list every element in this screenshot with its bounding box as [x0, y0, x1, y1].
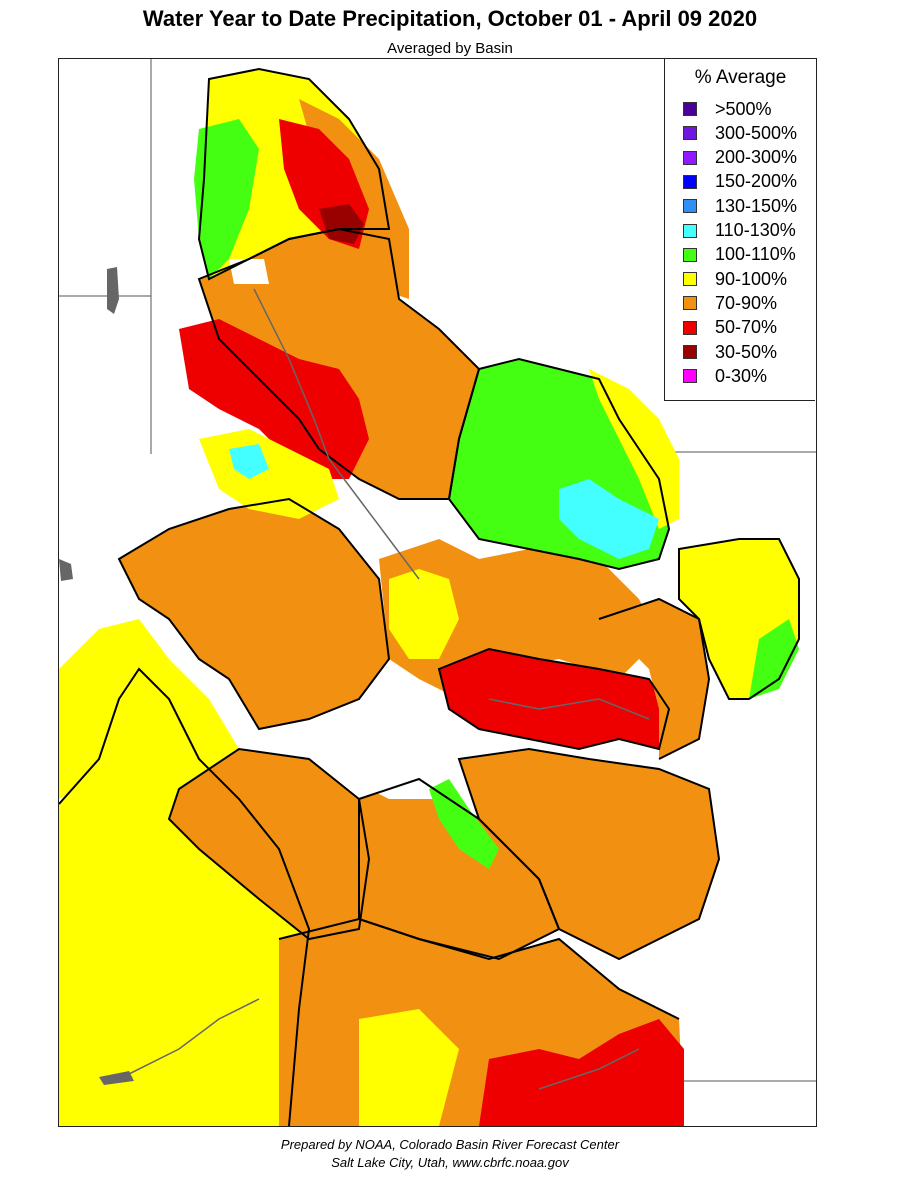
basin-region — [359, 779, 559, 959]
legend-swatch — [683, 150, 697, 165]
legend-item: 150-200% — [683, 171, 797, 193]
rivers — [118, 288, 650, 1090]
basin-region — [559, 479, 659, 559]
basin-region — [459, 749, 719, 959]
legend-swatch — [683, 174, 697, 189]
basin-map-svg — [59, 59, 816, 1126]
basin-region — [589, 369, 679, 529]
legend-item: 100-110% — [683, 244, 796, 266]
footer-credit: Prepared by NOAA, Colorado Basin River F… — [280, 1137, 620, 1152]
legend-item: 30-50% — [683, 341, 777, 363]
legend-swatch — [683, 126, 697, 141]
legend-label: 100-110% — [715, 244, 796, 265]
legend-title: % Average — [694, 67, 787, 88]
basin-region — [229, 444, 269, 479]
legend-label: 300-500% — [715, 122, 798, 143]
legend-item: 130-150% — [683, 195, 797, 217]
legend-item: 0-30% — [683, 365, 767, 387]
legend-label: 150-200% — [715, 171, 798, 192]
basin-region — [169, 749, 369, 939]
basin-region — [59, 669, 309, 1126]
legend-label: >500% — [715, 98, 772, 119]
legend-label: 50-70% — [715, 317, 778, 338]
legend-swatch — [683, 199, 697, 214]
legend-label: 0-30% — [715, 365, 768, 386]
basin-region — [479, 1019, 684, 1126]
reservoirs — [59, 267, 134, 1085]
legend-label: 30-50% — [715, 341, 778, 362]
footer-location: Salt Lake City, Utah, www.cbrfc.noaa.gov — [331, 1155, 569, 1170]
legend-swatch — [683, 272, 697, 287]
basin-region — [439, 649, 669, 749]
basin-region — [749, 619, 799, 699]
legend-item: 70-90% — [683, 292, 777, 314]
legend: % Average >500% 300-500% 200-300% 150-200% 1… — [664, 59, 815, 401]
legend-item: >500% — [683, 98, 772, 120]
basin-region — [429, 779, 499, 869]
basin-region — [359, 1009, 459, 1126]
legend-label: 200-300% — [715, 147, 798, 168]
basin-region — [319, 204, 364, 244]
legend-item: 200-300% — [683, 147, 797, 169]
basin-boundaries — [59, 67, 800, 1126]
basin-region — [119, 499, 389, 729]
basin-region — [229, 259, 269, 284]
legend-swatch — [683, 102, 697, 116]
legend-item: 300-500% — [683, 122, 797, 144]
basin-region — [599, 599, 709, 759]
map-subtitle: Averaged by Basin — [387, 40, 513, 57]
legend-swatch — [683, 296, 697, 311]
basin-region — [199, 229, 479, 499]
legend-item: 50-70% — [683, 317, 777, 339]
basin-region — [309, 679, 459, 799]
legend-label: 70-90% — [715, 292, 778, 313]
basin-region — [389, 569, 459, 659]
basin-region — [194, 119, 259, 279]
legend-label: 130-150% — [715, 195, 798, 216]
legend-swatch — [683, 320, 697, 335]
legend-label: 110-130% — [715, 220, 796, 240]
legend-swatch — [683, 247, 697, 262]
legend-item: 110-130% — [683, 220, 796, 242]
basin-region — [59, 619, 239, 799]
map-title: Water Year to Date Precipitation, Octobe… — [142, 6, 758, 31]
legend-label: 90-100% — [715, 268, 788, 289]
legend-swatch — [683, 369, 697, 384]
legend-swatch — [683, 345, 697, 359]
legend-swatch — [683, 223, 697, 238]
legend-item: 90-100% — [683, 268, 787, 290]
